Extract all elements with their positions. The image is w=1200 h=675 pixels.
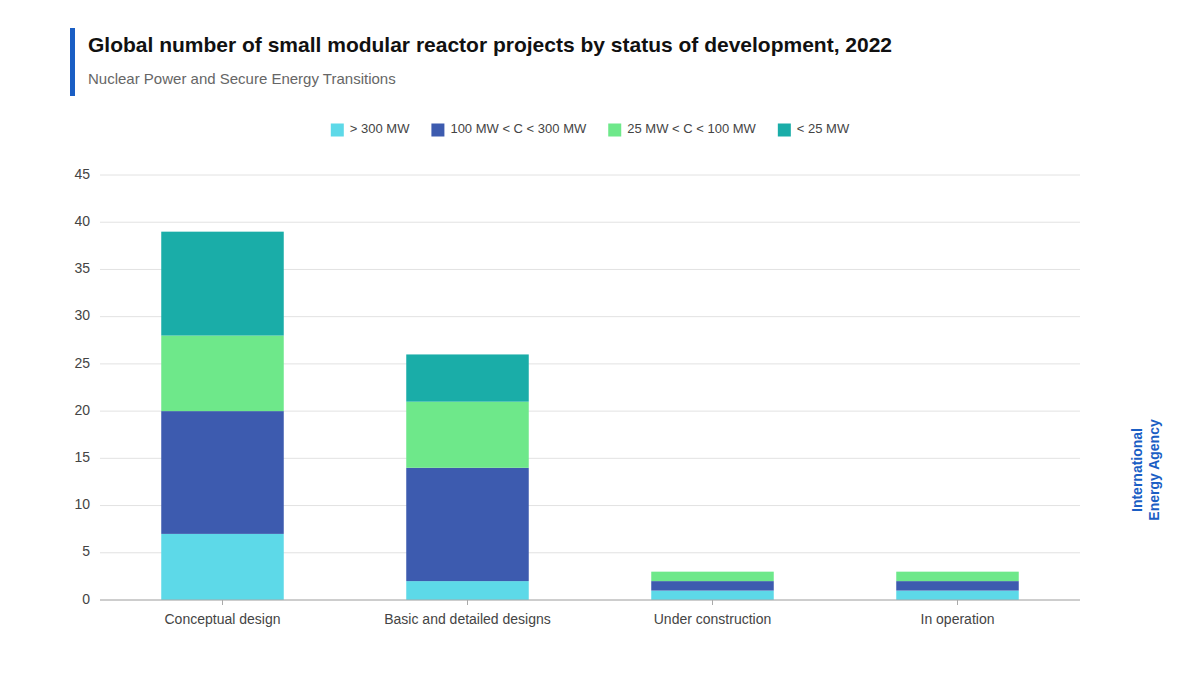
bar-segment — [161, 336, 284, 412]
y-grid — [100, 175, 1080, 600]
y-tick-label: 20 — [74, 402, 90, 418]
legend-label: 25 MW < C < 100 MW — [627, 121, 756, 136]
annotation-line: Energy Agency — [1146, 419, 1162, 521]
y-tick-label: 30 — [74, 307, 90, 323]
legend-swatch — [778, 124, 791, 137]
bar-segment — [406, 468, 529, 581]
x-tick-label: In operation — [921, 611, 995, 627]
legend-swatch — [608, 124, 621, 137]
legend-label: 100 MW < C < 300 MW — [450, 121, 587, 136]
legend-swatch — [431, 124, 444, 137]
y-tick-label: 45 — [74, 166, 90, 182]
chart-container: Global number of small modular reactor p… — [0, 0, 1200, 675]
series — [161, 336, 1019, 582]
bar-segment — [406, 402, 529, 468]
bar-segment — [161, 232, 284, 336]
grid-line — [100, 600, 1080, 601]
legend-label: < 25 MW — [797, 121, 850, 136]
x-tick — [712, 600, 713, 605]
bar-segment — [896, 571, 1019, 572]
series — [161, 232, 529, 402]
x-tick — [222, 600, 223, 605]
subtitle: Nuclear Power and Secure Energy Transiti… — [88, 70, 396, 87]
annotation-line: International — [1129, 428, 1145, 512]
y-tick-label: 40 — [74, 213, 90, 229]
background — [0, 0, 1200, 675]
x-tick — [467, 600, 468, 605]
bar-segment — [651, 571, 774, 572]
y-tick-label: 25 — [74, 355, 90, 371]
legend: > 300 MW 100 MW < C < 300 MW 25 MW < C < 1… — [331, 121, 850, 136]
annotation: InternationalEnergy Agency — [1129, 419, 1162, 521]
legend-item: 25 MW < C < 100 MW — [608, 121, 756, 136]
bar-segment — [896, 581, 1019, 590]
title: Global number of small modular reactor p… — [88, 33, 892, 56]
bar-segment — [406, 581, 529, 600]
bars — [161, 232, 1019, 600]
x-axis-line — [100, 600, 1080, 601]
series — [161, 411, 1019, 590]
legend-item: 100 MW < C < 300 MW — [431, 121, 587, 136]
bar-segment — [651, 591, 774, 600]
accent-bar — [70, 28, 75, 96]
x-tick — [957, 600, 958, 605]
x-tick-label: Conceptual design — [165, 611, 281, 627]
legend-swatch — [331, 124, 344, 137]
bar-segment — [896, 572, 1019, 581]
bar-segment — [651, 581, 774, 590]
y-tick-label: 0 — [82, 591, 90, 607]
x-tick-label: Basic and detailed designs — [384, 611, 551, 627]
legend-item: < 25 MW — [778, 121, 850, 136]
legend-item: > 300 MW — [331, 121, 410, 136]
grid-line — [100, 222, 1080, 223]
bar-segment — [161, 411, 284, 534]
y-tick-label: 5 — [82, 543, 90, 559]
x-axis: Conceptual design Basic and detailed desi… — [100, 600, 1080, 627]
series — [161, 534, 1019, 600]
y-axis: 0 5 10 15 20 25 30 35 40 45 — [74, 166, 90, 607]
y-tick-label: 10 — [74, 496, 90, 512]
bar-segment — [651, 572, 774, 581]
chart-svg: Global number of small modular reactor p… — [0, 0, 1200, 675]
x-tick-label: Under construction — [654, 611, 772, 627]
bar-segment — [161, 534, 284, 600]
bar-segment — [406, 354, 529, 401]
y-tick-label: 15 — [74, 449, 90, 465]
grid-line — [100, 175, 1080, 176]
bar-segment — [896, 591, 1019, 600]
legend-label: > 300 MW — [350, 121, 410, 136]
y-tick-label: 35 — [74, 260, 90, 276]
